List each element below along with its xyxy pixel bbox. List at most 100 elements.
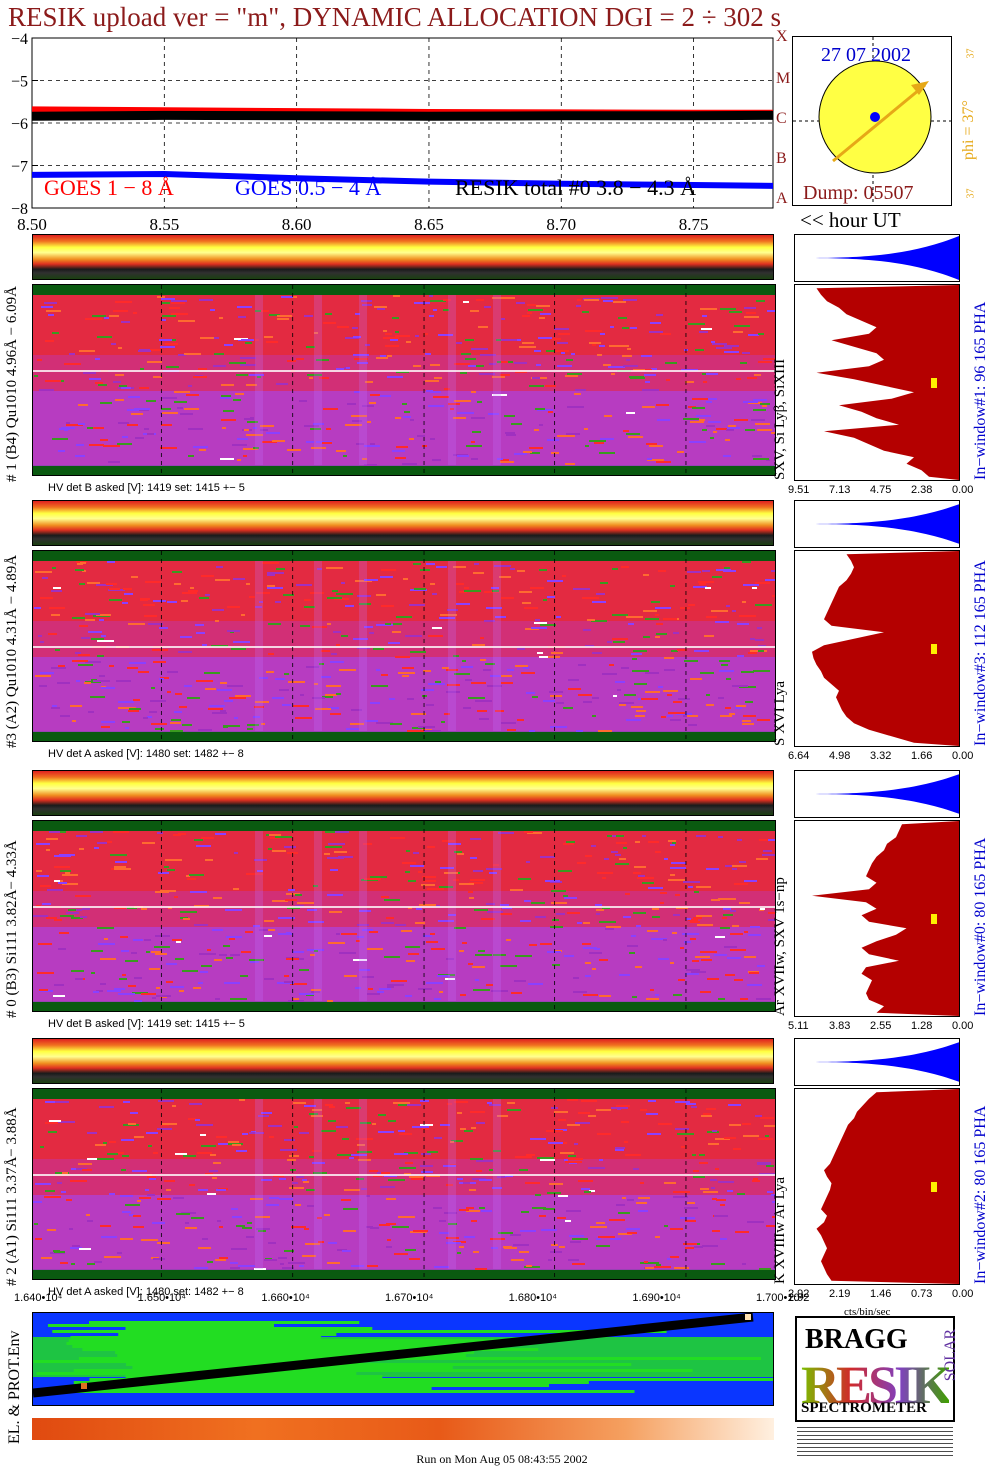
class-letter: B bbox=[776, 150, 787, 167]
pha-tick-label: 2.92 bbox=[788, 1292, 810, 1304]
pha-unit-label: cts/bin/sec bbox=[844, 1306, 891, 1318]
hv-status: HV det A asked [V]: 1480 set: 1482 +− 8 bbox=[48, 1286, 244, 1298]
in-window-label: In−window#2: 80 165 PHA bbox=[972, 1105, 989, 1284]
page-title: RESIK upload ver = "m", DYNAMIC ALLOCATI… bbox=[8, 2, 782, 32]
phi-small-top: 37 bbox=[965, 48, 977, 59]
spectrum-upper-strip bbox=[32, 500, 774, 546]
spectrum-upper-strip bbox=[32, 1038, 774, 1084]
pha-window-marker bbox=[931, 378, 937, 388]
pha-tick-label: 0.00 bbox=[952, 750, 974, 762]
pha-tick-label: 0.00 bbox=[952, 1020, 974, 1032]
sun-arrow-head bbox=[911, 81, 929, 95]
pha-tick-label: 2.55 bbox=[870, 1020, 892, 1032]
pha-red-fill bbox=[816, 285, 959, 480]
resik-logo: BRAGG RESIK SOLAR SPECTROMETER bbox=[795, 1316, 959, 1466]
bottom-x-tick-label: 1.690•10⁴ bbox=[632, 1292, 681, 1304]
series-line-1 bbox=[31, 170, 774, 189]
pha-blue-fill bbox=[795, 774, 959, 814]
temperature-strip bbox=[32, 1418, 774, 1440]
bottom-x-tick-label: 1.660•10⁴ bbox=[261, 1292, 310, 1304]
spectrum-upper-strip bbox=[32, 234, 774, 280]
sun-arrow-line bbox=[832, 83, 926, 163]
spectrogram bbox=[32, 284, 776, 476]
logo-frame bbox=[795, 1316, 955, 1422]
pha-blue-plot bbox=[794, 234, 960, 282]
pha-red-profile bbox=[794, 1088, 960, 1285]
env-plot bbox=[33, 1313, 773, 1398]
y-tick-label: −4 bbox=[11, 31, 28, 48]
x-tick-label: 8.60 bbox=[282, 215, 312, 234]
sun-date: 27 07 2002 bbox=[821, 44, 911, 66]
env-stripe bbox=[47, 1324, 275, 1327]
sun-position-panel: 27 07 2002 Dump: 05507 bbox=[792, 36, 952, 206]
detector-label: #3 (A2) Qu1010 4.31Å − 4.89Å bbox=[4, 554, 20, 748]
class-letter: X bbox=[776, 28, 788, 45]
pha-blue-plot bbox=[794, 1038, 960, 1086]
bottom-x-tick-label: 1.650•10⁴ bbox=[137, 1292, 186, 1304]
env-stripe bbox=[79, 1384, 550, 1387]
y-tick-label: −7 bbox=[11, 159, 28, 176]
pha-blue-plot bbox=[794, 500, 960, 548]
env-stripe bbox=[52, 1330, 667, 1333]
pha-tick-label: 0.73 bbox=[911, 1288, 933, 1300]
top-lightcurve-chart: −4 −5 −6 −7 −8 8.50 8.55 8.60 8.65 8.70 8.75 GOES… bbox=[11, 31, 774, 234]
pha-tick-label: 7.13 bbox=[829, 484, 851, 496]
env-trend-line bbox=[33, 1313, 754, 1398]
top-chart-grid bbox=[32, 38, 773, 208]
y-tick-label: −5 bbox=[11, 74, 28, 91]
pha-red-fill bbox=[816, 1089, 959, 1284]
pha-tick-label: 0.00 bbox=[952, 1288, 974, 1300]
pha-tick-label: 9.51 bbox=[788, 484, 810, 496]
spectral-line-label: K XVIIIw Ar Lya bbox=[772, 1176, 788, 1284]
class-letter: A bbox=[776, 190, 788, 207]
env-stripe bbox=[70, 1387, 432, 1390]
detector-label: # 2 (A1) Si111 3.37Å− 3.88Å bbox=[4, 1107, 20, 1286]
top-chart-series bbox=[31, 106, 774, 189]
pha-red-fill bbox=[812, 551, 959, 746]
pha-red-profile bbox=[794, 284, 960, 481]
detector-label: # 1 (B4) Qu1010 4.96Å − 6.09Å bbox=[4, 286, 20, 482]
spectrogram bbox=[32, 1088, 776, 1280]
env-marker-right bbox=[745, 1314, 751, 1320]
bottom-axis-ticks: 1.640•10⁴ 1.650•10⁴ 1.660•10⁴ 1.670•10⁴ 1.68… bbox=[0, 1292, 1004, 1312]
in-window-label: In−window#3: 112 165 PHA bbox=[972, 560, 989, 746]
x-tick-label: 8.65 bbox=[414, 215, 444, 234]
env-stripe bbox=[118, 1333, 337, 1336]
bottom-x-tick-label: 1.640•10⁴ bbox=[14, 1292, 63, 1304]
sun-disk-plot: 27 07 2002 Dump: 05507 bbox=[793, 37, 951, 205]
pha-tick-label: 2.92 bbox=[788, 1288, 810, 1300]
logo-spectrometer: SPECTROMETER bbox=[801, 1400, 927, 1416]
phi-label: phi = 37° bbox=[960, 100, 977, 160]
logo-resik: RESIK bbox=[801, 1355, 953, 1415]
spectrum-upper-strip bbox=[32, 770, 774, 816]
top-chart-y-ticks: −4 −5 −6 −7 −8 bbox=[11, 31, 38, 218]
env-stripe bbox=[89, 1378, 773, 1381]
pha-tick-label: 1.46 bbox=[870, 1288, 892, 1300]
phi-small-bottom: 37 bbox=[965, 188, 977, 199]
pha-tick-label: 4.98 bbox=[829, 750, 851, 762]
spectral-line-label: SXV, Si Lyβ, SiXIII bbox=[772, 358, 788, 480]
legend-goes-1-8: GOES 1 − 8 Å bbox=[44, 175, 174, 200]
pha-blue-fill bbox=[795, 1042, 959, 1082]
logo-solar: SOLAR bbox=[942, 1328, 960, 1382]
logo-fine-print bbox=[797, 1426, 953, 1456]
top-chart-x-ticks: 8.50 8.55 8.60 8.65 8.70 8.75 bbox=[17, 215, 708, 234]
spectral-line-label: S XVI Lya bbox=[772, 681, 788, 746]
env-stripe bbox=[89, 1321, 360, 1324]
pha-window-marker bbox=[931, 644, 937, 654]
env-stripe bbox=[125, 1327, 373, 1330]
x-tick-label: 8.50 bbox=[17, 215, 47, 234]
pha-window-marker bbox=[931, 1182, 937, 1192]
pha-tick-label: 4.75 bbox=[870, 484, 892, 496]
spectrogram bbox=[32, 820, 776, 1012]
pha-tick-label: 3.83 bbox=[829, 1020, 851, 1032]
pha-blue-plot bbox=[794, 770, 960, 818]
pha-red-fill bbox=[812, 821, 959, 1016]
hv-status: HV det A asked [V]: 1480 set: 1482 +− 8 bbox=[48, 748, 244, 760]
pha-tick-label: 6.64 bbox=[788, 750, 810, 762]
spectral-line-label: Ar XVIIw, SXV 1s−np bbox=[772, 877, 788, 1016]
logo-bragg: BRAGG bbox=[805, 1324, 908, 1355]
goes-class-letters: X M C B A bbox=[776, 28, 792, 208]
pha-tick-label: 2.19 bbox=[829, 1288, 851, 1300]
x-tick-label: 8.55 bbox=[149, 215, 179, 234]
